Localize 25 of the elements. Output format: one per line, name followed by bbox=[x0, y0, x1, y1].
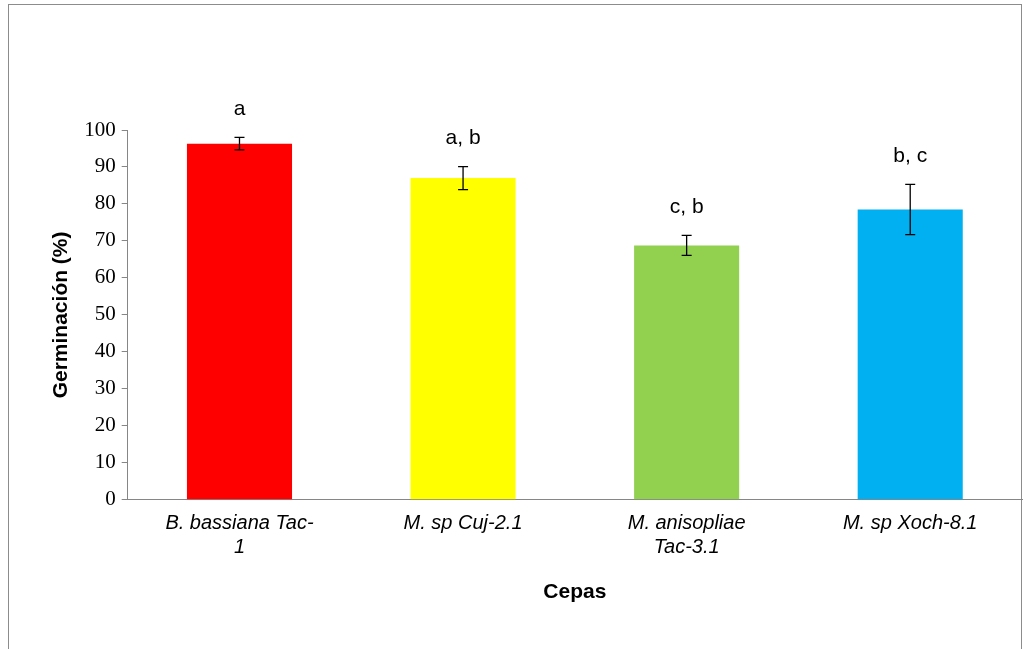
y-tick-label: 20 bbox=[94, 412, 116, 437]
x-tick-label: M. anisopliae Tac-3.1 bbox=[627, 511, 746, 558]
bar bbox=[634, 245, 740, 500]
x-axis-title: Cepas bbox=[543, 579, 607, 603]
x-tick-label: B. bassiana Tac-1 bbox=[165, 511, 314, 558]
y-tick-label: 30 bbox=[94, 375, 116, 400]
y-tick-label: 60 bbox=[94, 264, 116, 289]
annotation: a, b bbox=[445, 124, 481, 148]
annotation: c, b bbox=[669, 193, 704, 217]
annotation: a bbox=[233, 95, 246, 119]
y-tick-label: 50 bbox=[94, 301, 116, 326]
y-tick-label: 10 bbox=[94, 449, 116, 474]
y-tick-label: 0 bbox=[105, 486, 116, 511]
y-tick-label: 100 bbox=[84, 116, 116, 141]
x-tick-label: M. sp Cuj-2.1 bbox=[403, 511, 523, 534]
bar bbox=[857, 209, 963, 500]
bar bbox=[410, 178, 516, 500]
y-tick-label: 40 bbox=[94, 338, 116, 363]
y-tick-label: 80 bbox=[94, 190, 116, 215]
x-tick-label: M. sp Xoch-8.1 bbox=[842, 511, 978, 534]
annotation: b, c bbox=[893, 142, 928, 166]
y-tick-label: 70 bbox=[94, 227, 116, 252]
y-tick-label: 90 bbox=[94, 153, 116, 178]
bar bbox=[186, 143, 293, 500]
y-axis-title: Germinación (%) bbox=[48, 231, 72, 399]
